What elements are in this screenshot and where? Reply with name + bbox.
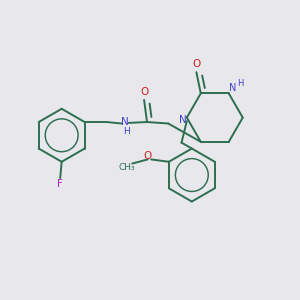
Text: O: O: [143, 151, 152, 161]
Text: N: N: [121, 117, 129, 127]
Text: CH₃: CH₃: [119, 163, 135, 172]
Text: H: H: [123, 127, 130, 136]
Text: O: O: [140, 87, 148, 97]
Text: O: O: [192, 59, 200, 69]
Text: N: N: [230, 83, 237, 93]
Text: F: F: [57, 179, 63, 190]
Text: N: N: [179, 115, 187, 125]
Text: H: H: [237, 80, 243, 88]
